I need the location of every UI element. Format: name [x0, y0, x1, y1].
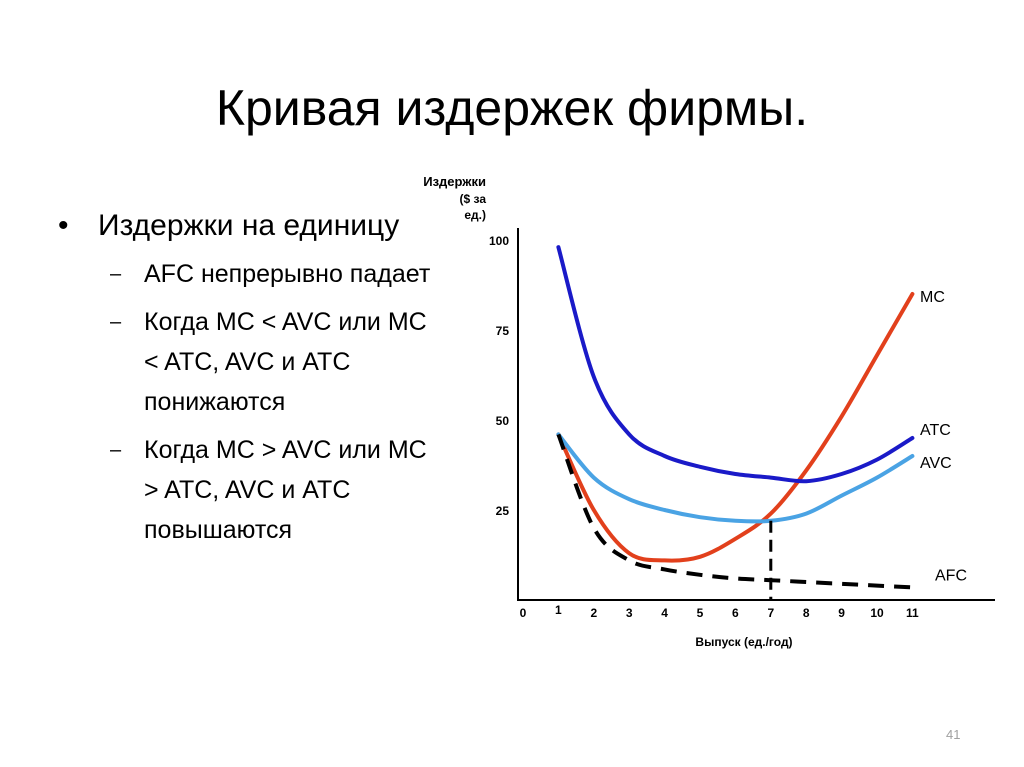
x-tick-label: 8: [803, 606, 810, 620]
bullet-dot-icon: •: [58, 209, 69, 242]
sub-bullet-item: – Когда MC < AVC или MC < ATC, AVC и ATC…: [110, 302, 448, 422]
dash-icon: –: [110, 439, 122, 461]
x-tick-label: 5: [697, 606, 704, 620]
x-tick-label: 10: [870, 606, 884, 620]
series-label-afc: AFC: [935, 567, 967, 584]
x-tick-label: 1: [555, 603, 562, 617]
bullet-item: • Издержки на единицу: [58, 206, 448, 246]
y-tick-label: 75: [496, 324, 510, 338]
series-labels: MC ATC AVC AFC: [920, 289, 967, 584]
sub-bullet-text: Когда MC > AVC или MC > ATC, AVC и ATC п…: [144, 436, 427, 544]
sub-bullet-item: – AFC непрерывно падает: [110, 254, 448, 294]
y-tick-label: 25: [496, 504, 510, 518]
x-tick-labels: 0 1 2 3 4 5 6 7 8 9 10 11: [520, 603, 919, 620]
x-tick-label: 11: [906, 606, 919, 620]
x-tick-label: 9: [838, 606, 845, 620]
x-axis-label: Выпуск (ед./год): [695, 635, 792, 649]
series-line-atc: [556, 245, 915, 484]
y-tick-label: 100: [489, 234, 509, 248]
dash-icon: –: [110, 263, 122, 285]
x-tick-label: 2: [590, 606, 597, 620]
bullet-list: • Издержки на единицу – AFC непрерывно п…: [58, 206, 448, 550]
y-axis-label-line: ($ за: [460, 192, 487, 206]
series-group: [556, 245, 915, 590]
series-label-mc: MC: [920, 289, 945, 306]
slide-title: Кривая издержек фирмы.: [215, 80, 809, 136]
x-tick-label: 0: [520, 606, 527, 620]
x-tick-label: 6: [732, 606, 739, 620]
x-tick-label: 4: [661, 606, 668, 620]
series-line-avc: [556, 432, 915, 524]
axes-group: [517, 228, 995, 601]
y-axis-label-line: ед.): [464, 208, 486, 222]
bullet-text: Издержки на единицу: [98, 209, 400, 242]
series-label-avc: AVC: [920, 455, 952, 472]
sub-bullet-item: – Когда MC > AVC или MC > ATC, AVC и ATC…: [110, 430, 448, 550]
dash-icon: –: [110, 311, 122, 333]
series-line-mc: [556, 292, 915, 563]
y-axis-label-line: Издержки: [423, 174, 486, 189]
page-number: 41: [946, 727, 961, 742]
series-label-atc: ATC: [920, 422, 951, 439]
sub-bullet-text: AFC непрерывно падает: [144, 260, 431, 288]
series-line-afc: [556, 433, 913, 590]
y-tick-labels: 100 75 50 25: [489, 234, 509, 518]
x-tick-label: 3: [626, 606, 633, 620]
x-tick-label: 7: [767, 606, 774, 620]
y-tick-label: 50: [496, 414, 510, 428]
y-axis-label: Издержки ($ за ед.): [423, 174, 486, 222]
sub-bullet-text: Когда MC < AVC или MC < ATC, AVC и ATC п…: [144, 308, 427, 416]
